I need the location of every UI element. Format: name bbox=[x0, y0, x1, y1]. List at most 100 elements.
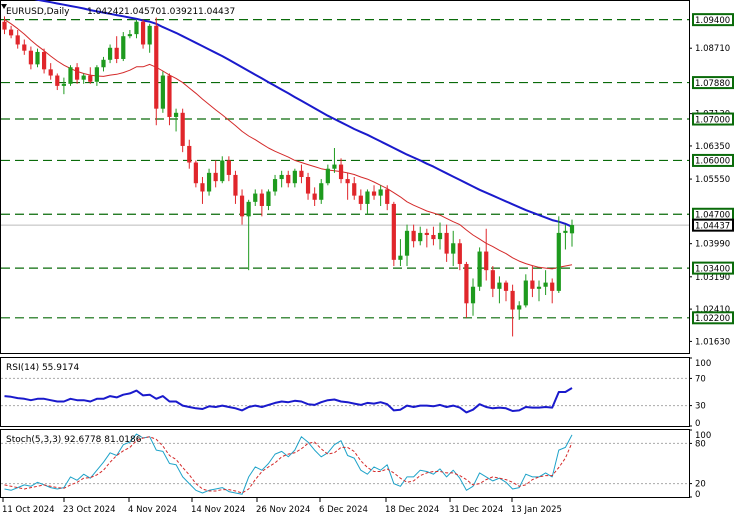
candle-bull bbox=[61, 83, 66, 86]
candle-bear bbox=[358, 195, 363, 204]
rsi-tick-label: 0 bbox=[695, 419, 700, 429]
level-label: 1.07000 bbox=[695, 115, 730, 125]
candle-bear bbox=[385, 189, 390, 204]
stoch-d-line bbox=[4, 436, 573, 494]
sma-red-line bbox=[4, 19, 573, 270]
level-label-inner bbox=[694, 209, 732, 219]
candle-bear bbox=[48, 69, 53, 76]
moving-averages bbox=[4, 0, 573, 270]
level-label-inner bbox=[694, 155, 732, 165]
time-tick-label: 13 Jan 2025 bbox=[511, 505, 562, 515]
level-label: 1.09400 bbox=[695, 16, 730, 26]
rsi-line bbox=[4, 387, 573, 414]
candle-bull bbox=[266, 191, 271, 206]
time-tick-label: 26 Nov 2024 bbox=[256, 505, 310, 515]
candle-bear bbox=[193, 162, 198, 184]
candle-bull bbox=[160, 75, 165, 109]
stoch-title: Stoch(5,3,3) 92.6778 81.0186 bbox=[6, 435, 142, 445]
candle-bear bbox=[457, 243, 462, 264]
price-tick-label: 1.08710 bbox=[695, 44, 730, 54]
candles bbox=[2, 16, 575, 337]
price-tick-label: 1.03990 bbox=[695, 240, 730, 250]
candle-bull bbox=[94, 67, 99, 82]
candle-bull bbox=[220, 160, 225, 182]
candle-bull bbox=[543, 282, 548, 287]
candle-bull bbox=[319, 183, 324, 200]
candle-bear bbox=[490, 270, 495, 289]
candle-bull bbox=[107, 47, 113, 60]
time-tick-label: 6 Dec 2024 bbox=[319, 505, 368, 515]
level-label-inner bbox=[694, 78, 732, 88]
rsi-tick-label: 70 bbox=[695, 374, 706, 384]
time-axis: 11 Oct 2024 23 Oct 2024 4 Nov 2024 14 Nov 2… bbox=[2, 497, 562, 515]
price-tick-label: 1.03190 bbox=[695, 273, 730, 283]
candle-bull bbox=[101, 59, 106, 68]
stoch-pane-border bbox=[0, 429, 690, 498]
stoch-tick-label: 0 bbox=[695, 490, 700, 500]
candle-bull bbox=[206, 172, 212, 192]
candle-bull bbox=[68, 67, 73, 84]
candle-bull bbox=[173, 112, 179, 117]
level-label: 1.04700 bbox=[695, 211, 730, 221]
level-label: 1.06000 bbox=[695, 157, 730, 167]
candle-bull bbox=[147, 25, 152, 45]
candle-bull bbox=[81, 75, 86, 80]
candle-bull bbox=[517, 305, 522, 310]
symbol-title: EURUSD,Daily bbox=[6, 7, 70, 17]
candle-bull bbox=[35, 51, 40, 65]
candle-bull bbox=[470, 286, 476, 304]
candle-bear bbox=[167, 75, 172, 117]
candle-bull bbox=[272, 179, 278, 192]
candle-bull bbox=[451, 243, 456, 254]
candle-bear bbox=[154, 25, 159, 109]
price-axis: 1.087101.071301.063501.055501.039901.031… bbox=[689, 13, 734, 347]
level-label-inner bbox=[694, 263, 732, 273]
candle-bear bbox=[28, 50, 33, 65]
stoch-tick-label: 80 bbox=[695, 439, 706, 449]
current-price-label: 1.04437 bbox=[695, 221, 730, 231]
candle-bear bbox=[226, 160, 231, 175]
candle-bear bbox=[2, 21, 7, 30]
candle-bull bbox=[563, 230, 568, 233]
candle-bull bbox=[292, 170, 297, 184]
stoch-k-line bbox=[4, 433, 573, 495]
candle-bear bbox=[187, 145, 192, 163]
time-tick-label: 23 Oct 2024 bbox=[63, 505, 116, 515]
candle-bull bbox=[536, 286, 542, 289]
candle-bear bbox=[41, 51, 47, 70]
candle-bear bbox=[180, 112, 185, 146]
collapse-arrow-icon[interactable] bbox=[1, 4, 7, 9]
candle-bull bbox=[437, 232, 443, 240]
candle-bull bbox=[246, 201, 251, 217]
candle-bear bbox=[213, 172, 218, 182]
ohlc-open: 1.04242 bbox=[87, 7, 124, 17]
candle-bear bbox=[233, 174, 238, 196]
candle-bear bbox=[510, 290, 515, 310]
candle-bear bbox=[22, 44, 27, 51]
level-label: 1.07880 bbox=[695, 79, 730, 89]
candle-bull bbox=[134, 21, 139, 35]
candle-bull bbox=[325, 168, 330, 184]
candle-bear bbox=[88, 75, 93, 82]
rsi-indicator: 100 70 30 0 bbox=[1, 357, 711, 429]
price-tick-label: 1.06350 bbox=[695, 142, 730, 152]
candle-bear bbox=[352, 183, 357, 196]
candle-bear bbox=[15, 35, 20, 45]
candle-bull bbox=[497, 282, 502, 289]
time-tick-label: 11 Oct 2024 bbox=[2, 505, 55, 515]
ohlc-high: 1.04570 bbox=[124, 7, 161, 17]
candle-bear bbox=[484, 251, 489, 271]
candle-bull bbox=[365, 191, 370, 204]
candle-bull bbox=[418, 232, 423, 242]
candle-bull bbox=[332, 164, 337, 169]
price-pane-border bbox=[0, 0, 690, 354]
candle-bull bbox=[404, 230, 410, 256]
candle-bull bbox=[279, 174, 284, 180]
candle-bull bbox=[556, 232, 561, 291]
rsi-pane-border bbox=[0, 357, 690, 427]
candle-bear bbox=[444, 232, 449, 254]
candle-bear bbox=[55, 75, 60, 86]
candle-bear bbox=[464, 263, 469, 304]
stoch-tick-label: 20 bbox=[695, 480, 706, 490]
